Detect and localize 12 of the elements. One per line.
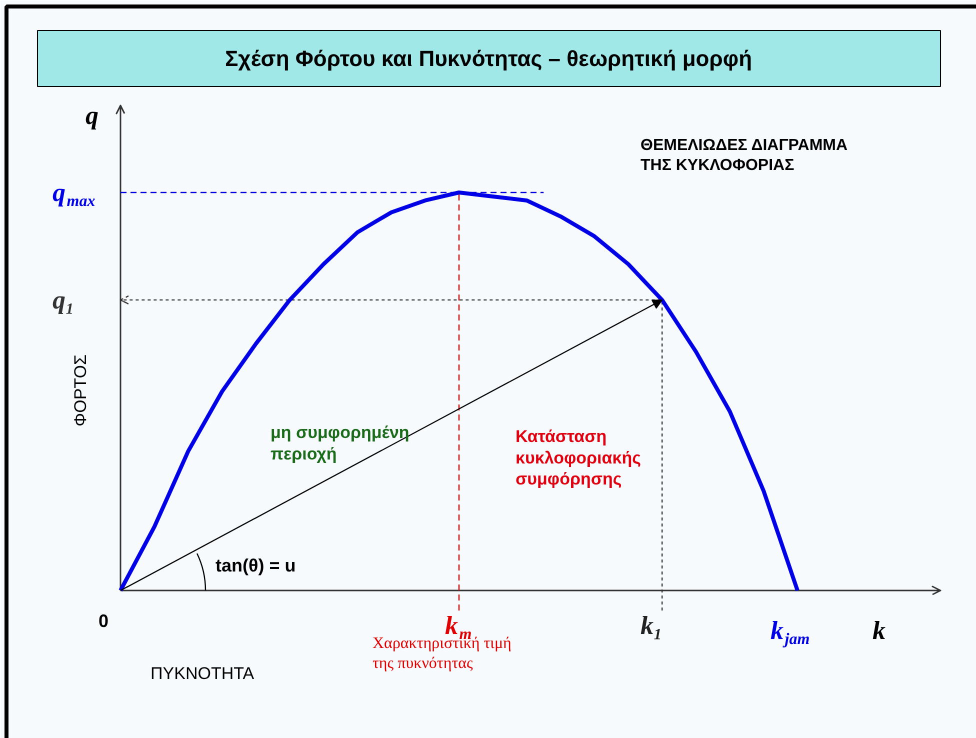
annotation: tan(θ) = u [216,556,296,576]
text: k [872,616,886,645]
text: q [86,101,98,130]
text: k₁ [640,611,663,640]
x-axis-title: ΠΥΚΝΟΤΗΤΑ [150,664,255,683]
chart-title: Σχέση Φόρτου και Πυκνότητας – θεωρητική μορφή [224,46,752,71]
y-axis-title: ΦΟΡΤΟΣ [71,354,90,426]
ref-line-label: q₁ [52,285,75,314]
text: ΘΕΜΕΛΙΩΔΕΣ ΔΙΑΓΡΑΜΜΑ ΤΗΣ ΚΥΚΛΟΦΟΡΙΑΣ [640,137,848,174]
text: 0 [98,611,109,631]
annotation: μη συμφορημένη περιοχή [270,423,410,464]
annotation: Κατάσταση κυκλοφοριακής συμφόρησης [516,427,642,488]
